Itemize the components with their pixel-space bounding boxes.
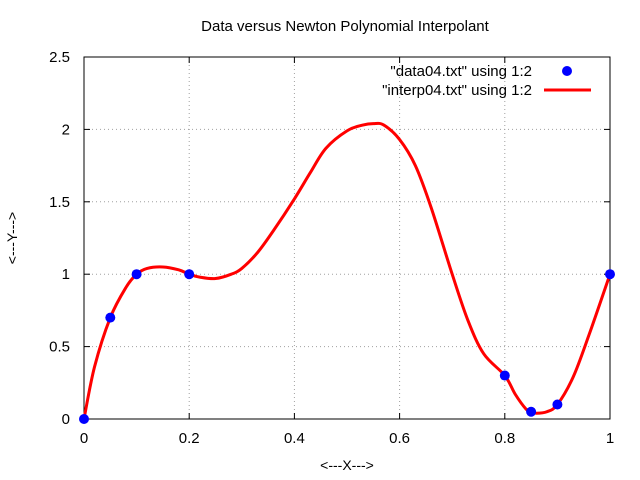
x-tick-label: 0: [80, 430, 88, 447]
chart-title: Data versus Newton Polynomial Interpolan…: [201, 18, 489, 35]
axis-ticks: 0 0.2 0.4 0.6 0.8 1 0 0.5 1 1.5 2 2.5: [49, 49, 614, 447]
y-tick-label: 1: [62, 266, 70, 283]
data-point: [131, 269, 142, 280]
data-point: [184, 269, 195, 280]
data-point: [105, 312, 116, 323]
data-point: [79, 414, 89, 424]
x-tick-label: 0.4: [284, 430, 305, 447]
legend-label-data: "data04.txt" using 1:2: [390, 63, 532, 80]
y-tick-label: 1.5: [49, 194, 70, 211]
y-tick-label: 2.5: [49, 49, 70, 66]
x-tick-label: 0.6: [389, 430, 410, 447]
plot-frame: [83, 56, 611, 420]
legend-swatch-data: [562, 66, 572, 76]
series-layer: [79, 121, 615, 424]
grid: [84, 57, 610, 419]
interp-line: [82, 121, 612, 421]
legend: "data04.txt" using 1:2 "interp04.txt" us…: [382, 63, 591, 99]
data-point: [552, 399, 563, 410]
x-tick-label: 0.2: [179, 430, 200, 447]
x-tick-label: 1: [606, 430, 614, 447]
legend-label-interp: "interp04.txt" using 1:2: [382, 82, 532, 99]
data-point: [605, 269, 615, 280]
x-tick-label: 0.8: [494, 430, 515, 447]
y-axis-label: <---Y--->: [4, 212, 20, 264]
data-point: [499, 370, 510, 381]
y-tick-label: 0: [62, 411, 70, 428]
y-tick-label: 0.5: [49, 339, 70, 356]
y-tick-label: 2: [62, 121, 70, 138]
x-axis-label: <---X--->: [320, 457, 374, 473]
data-point: [526, 406, 537, 417]
